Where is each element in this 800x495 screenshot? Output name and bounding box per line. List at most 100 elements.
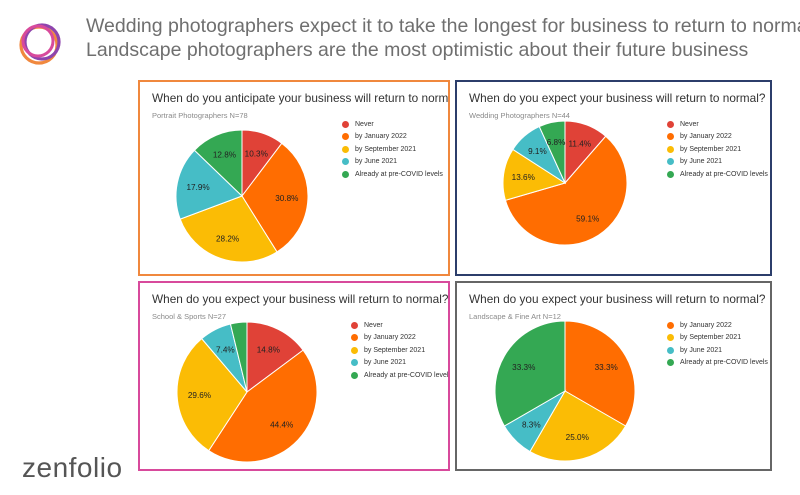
legend-swatch-icon: [667, 158, 674, 166]
legend-label: by September 2021: [355, 145, 417, 153]
legend-item-by-september-2021: by September 2021: [667, 143, 768, 156]
chart-title: When do you expect your business will re…: [152, 292, 449, 306]
pie-slice-already-at-pre-covid-levels: [193, 129, 243, 198]
zenfolio-logo-icon: [19, 23, 61, 65]
headline-line-2: Landscape photographers are the most opt…: [86, 39, 749, 61]
pie-chart: 11.4% 59.1% 13.6% 9.1%6.8%: [502, 120, 628, 246]
legend-item-by-january-2022: by January 2022: [342, 131, 443, 144]
legend-item-by-june-2021: by June 2021: [667, 344, 768, 357]
legend-label: by September 2021: [680, 334, 742, 342]
legend-item-never: Never: [667, 118, 768, 131]
slice-data-label: 14.8%: [257, 345, 280, 354]
slice-data-label: 8.3%: [522, 421, 541, 430]
legend-swatch-icon: [667, 334, 674, 342]
slice-data-label: 12.8%: [213, 151, 236, 160]
chart-panel-school-sports: When do you expect your business will re…: [138, 281, 450, 471]
legend-swatch-icon: [351, 359, 358, 367]
chart-title: When do you expect your business will re…: [469, 91, 766, 105]
legend-label: by January 2022: [680, 321, 732, 329]
legend-item-already-at-pre-covid-levels: Already at pre-COVID levels: [667, 357, 768, 370]
headline: Wedding photographers expect it to take …: [86, 14, 800, 62]
pie-slice-by-september-2021: [179, 195, 278, 263]
slice-data-label: 25.0%: [566, 433, 589, 442]
chart-legend: Never by January 2022 by September 2021 by …: [351, 319, 450, 382]
legend-swatch-icon: [667, 120, 674, 128]
legend-swatch-icon: [342, 170, 349, 178]
legend-item-already-at-pre-covid-levels: Already at pre-COVID levels: [351, 369, 450, 382]
legend-item-by-january-2022: by January 2022: [667, 131, 768, 144]
legend-label: Already at pre-COVID levels: [680, 359, 768, 367]
legend-label: by June 2021: [680, 158, 723, 166]
pie-slice-by-january-2022: [504, 135, 628, 246]
pie-chart: 33.3% 25.0% 8.3% 33.3%: [494, 320, 636, 462]
legend-swatch-icon: [342, 158, 349, 166]
chart-subtitle: Wedding Photographers N=44: [469, 111, 570, 120]
pie-slice-by-september-2021: [529, 390, 627, 462]
legend-swatch-icon: [667, 133, 674, 141]
chart-subtitle: School & Sports N=27: [152, 312, 227, 321]
slice-data-label: 9.1%: [528, 147, 547, 156]
legend-item-by-september-2021: by September 2021: [667, 332, 768, 345]
legend-swatch-icon: [351, 321, 358, 329]
legend-swatch-icon: [342, 133, 349, 141]
slice-data-label: 17.9%: [186, 183, 209, 192]
pie-slice-by-june-2021: [175, 149, 243, 220]
headline-line-1: Wedding photographers expect it to take …: [86, 15, 800, 37]
slice-data-label: 29.6%: [188, 391, 211, 400]
slice-data-label: 28.2%: [216, 235, 239, 244]
legend-swatch-icon: [342, 145, 349, 153]
legend-label: by January 2022: [355, 133, 407, 141]
chart-panel-wedding: When do you expect your business will re…: [455, 80, 772, 276]
legend-label: Already at pre-COVID levels: [680, 170, 768, 178]
legend-label: Never: [355, 120, 374, 128]
pie-chart: 14.8% 44.4% 29.6% 7.4%: [176, 321, 318, 463]
legend-swatch-icon: [351, 371, 358, 379]
chart-title: When do you expect your business will re…: [469, 292, 766, 306]
chart-subtitle: Landscape & Fine Art N=12: [469, 312, 561, 321]
legend-label: Already at pre-COVID levels: [355, 170, 443, 178]
legend-item-by-september-2021: by September 2021: [351, 344, 448, 357]
pie-slice-by-january-2022: [208, 349, 318, 463]
slice-data-label: 6.8%: [547, 138, 566, 147]
legend-label: by September 2021: [680, 145, 742, 153]
legend-swatch-icon: [351, 334, 358, 342]
slice-data-label: 30.8%: [275, 194, 298, 203]
pie-chart: 10.3% 30.8% 28.2% 17.9% 12.8%: [175, 129, 309, 263]
legend-swatch-icon: [351, 346, 358, 354]
brand-wordmark: zenfolio: [22, 452, 123, 483]
chart-title: When do you anticipate your business wil…: [152, 91, 450, 105]
slice-data-label: 33.3%: [512, 363, 535, 372]
slice-data-label: 44.4%: [270, 421, 293, 430]
legend-item-by-june-2021: by June 2021: [667, 156, 768, 169]
legend-swatch-icon: [342, 120, 349, 128]
legend-label: by January 2022: [680, 133, 732, 141]
legend-item-already-at-pre-covid-levels: Already at pre-COVID levels: [342, 168, 443, 181]
legend-label: Already at pre-COVID levels: [364, 371, 450, 379]
legend-swatch-icon: [667, 359, 674, 367]
chart-legend: by January 2022 by September 2021 by June …: [667, 319, 768, 369]
pie-slice-already-at-pre-covid-levels: [229, 321, 248, 393]
pie-slice-by-january-2022: [241, 142, 309, 253]
chart-panel-landscape: When do you expect your business will re…: [455, 281, 772, 471]
legend-item-by-september-2021: by September 2021: [342, 143, 443, 156]
chart-panel-portrait: When do you anticipate your business wil…: [138, 80, 450, 276]
legend-swatch-icon: [667, 145, 674, 153]
chart-subtitle: Portrait Photographers N=78: [152, 111, 248, 120]
pie-slice-by-january-2022: [564, 320, 636, 427]
pie-slice-by-september-2021: [502, 148, 567, 201]
legend-swatch-icon: [667, 346, 674, 354]
legend-item-by-june-2021: by June 2021: [351, 357, 448, 370]
pie-slice-already-at-pre-covid-levels: [538, 120, 566, 184]
legend-item-already-at-pre-covid-levels: Already at pre-COVID levels: [667, 168, 768, 181]
legend-label: Never: [680, 120, 699, 128]
legend-label: by September 2021: [364, 346, 426, 354]
legend-item-by-january-2022: by January 2022: [667, 319, 768, 332]
slice-data-label: 11.4%: [568, 140, 591, 149]
legend-swatch-icon: [667, 170, 674, 178]
chart-legend: Never by January 2022 by September 2021 by …: [342, 118, 443, 181]
pie-slice-never: [246, 321, 304, 393]
legend-label: by June 2021: [364, 359, 407, 367]
legend-label: by June 2021: [355, 158, 398, 166]
pie-slice-by-september-2021: [176, 337, 248, 452]
legend-item-by-june-2021: by June 2021: [342, 156, 443, 169]
